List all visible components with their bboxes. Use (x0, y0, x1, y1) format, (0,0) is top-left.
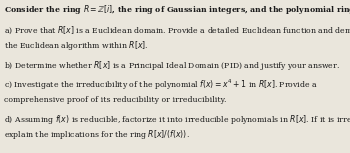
Text: Consider the ring $R = \mathbb{Z}[i]$, the ring of Gaussian integers, and the po: Consider the ring $R = \mathbb{Z}[i]$, t… (4, 4, 350, 16)
Text: d) Assuming $f(x)$ is reducible, factorize it into irreducible polynomials in $R: d) Assuming $f(x)$ is reducible, factori… (4, 113, 350, 126)
Text: explain the implications for the ring $R[x]/(f(x))$.: explain the implications for the ring $R… (4, 129, 190, 141)
Text: b) Determine whether $R[x]$ is a Principal Ideal Domain (PID) and justify your a: b) Determine whether $R[x]$ is a Princip… (4, 59, 340, 72)
Text: comprehensive proof of its reducibility or irreducibility.: comprehensive proof of its reducibility … (4, 96, 227, 104)
Text: c) Investigate the irreducibility of the polynomial $f(x) = x^4 + 1$ in $R[x]$. : c) Investigate the irreducibility of the… (4, 78, 318, 92)
Text: a) Prove that $R[x]$ is a Euclidean domain. Provide a detailed Euclidean functio: a) Prove that $R[x]$ is a Euclidean doma… (4, 25, 350, 36)
Text: the Euclidean algorithm within $R[x]$.: the Euclidean algorithm within $R[x]$. (4, 39, 149, 52)
